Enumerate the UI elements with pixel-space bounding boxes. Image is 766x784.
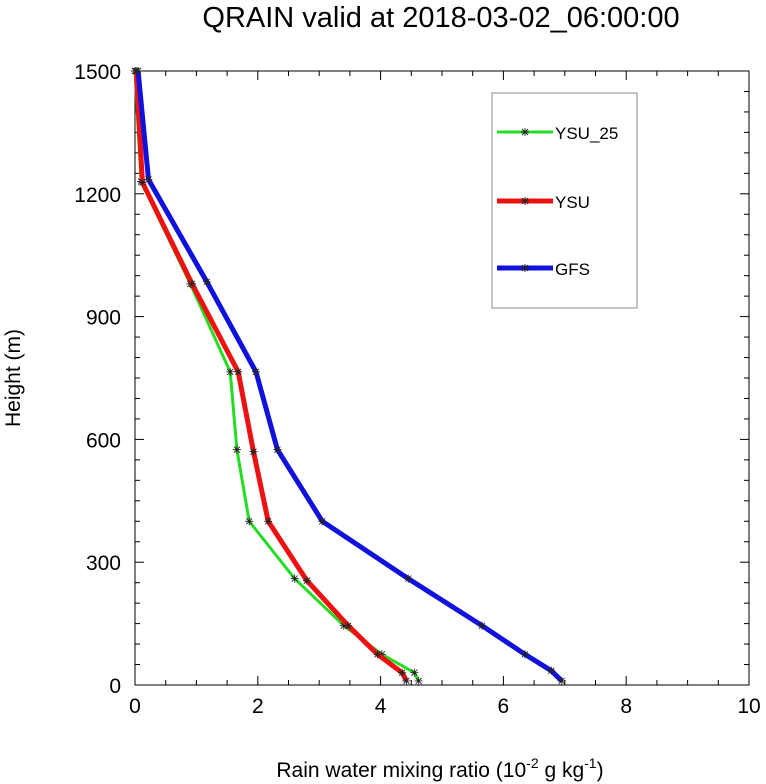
data-point xyxy=(144,175,153,184)
data-point xyxy=(373,650,382,659)
data-point xyxy=(138,178,147,187)
data-point xyxy=(520,650,529,659)
legend-marker xyxy=(521,197,529,205)
data-point xyxy=(290,574,299,583)
data-point xyxy=(398,668,407,677)
data-point xyxy=(547,666,556,675)
x-axis-label-main: Rain water mixing ratio (10 xyxy=(276,759,526,782)
data-point xyxy=(234,367,243,376)
data-point xyxy=(273,445,282,454)
x-tick-label: 10 xyxy=(737,695,760,718)
data-point xyxy=(302,576,311,585)
data-point xyxy=(404,574,413,583)
y-tick-label: 600 xyxy=(86,429,121,452)
y-tick-label: 300 xyxy=(86,552,121,575)
chart-title: QRAIN valid at 2018-03-02_06:00:00 xyxy=(202,2,679,34)
x-axis-label-mid: g kg xyxy=(539,759,585,782)
y-tick-label: 900 xyxy=(86,307,121,330)
x-axis-label-exp1: -2 xyxy=(526,755,539,771)
data-point xyxy=(226,367,235,376)
data-point xyxy=(202,277,211,286)
legend-label: YSU xyxy=(555,193,590,212)
data-point xyxy=(264,517,273,526)
y-axis-label: Height (m) xyxy=(2,329,25,427)
data-point xyxy=(410,668,419,677)
data-point xyxy=(557,676,566,685)
data-point xyxy=(339,621,348,630)
legend-marker xyxy=(521,264,529,272)
x-tick-label: 2 xyxy=(252,695,264,718)
series-line-ysu-25 xyxy=(133,70,421,682)
data-point xyxy=(344,621,353,630)
data-point xyxy=(377,650,386,659)
data-point xyxy=(414,676,423,685)
plot-frame xyxy=(134,70,750,686)
plot-area: 0 2 4 6 8 10 0 300 600 900 1200 1500 YSU_25 YSU GFS xyxy=(74,61,760,718)
y-tick-label: 1500 xyxy=(74,61,121,84)
data-point xyxy=(402,676,411,685)
data-point xyxy=(477,621,486,630)
x-tick-label: 6 xyxy=(498,695,510,718)
legend-marker xyxy=(521,128,529,136)
legend-label: YSU_25 xyxy=(555,124,618,143)
y-tick-label: 0 xyxy=(109,675,121,698)
data-point xyxy=(134,67,143,75)
x-tick-label: 4 xyxy=(375,695,387,718)
data-point xyxy=(188,279,197,288)
data-point xyxy=(249,447,258,456)
data-point xyxy=(245,517,254,526)
y-tick-label: 1200 xyxy=(74,184,121,207)
x-tick-label: 0 xyxy=(129,695,141,718)
data-point xyxy=(232,445,241,454)
data-point xyxy=(251,367,260,376)
x-axis-label-exp2: -1 xyxy=(584,755,597,771)
x-axis-label: Rain water mixing ratio (10-2 g kg-1) xyxy=(276,755,603,782)
x-axis-label-end: ) xyxy=(597,759,604,782)
series-line-ysu xyxy=(133,70,409,683)
data-point xyxy=(318,517,327,526)
legend-label: GFS xyxy=(555,260,590,279)
x-tick-label: 8 xyxy=(620,695,632,718)
